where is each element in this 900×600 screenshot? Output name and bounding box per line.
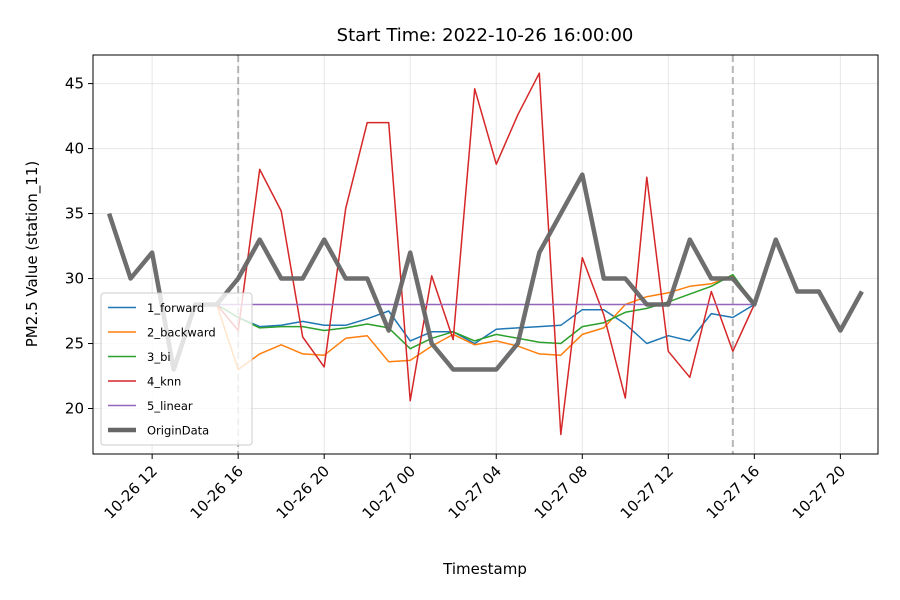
y-tick-label: 35 bbox=[65, 205, 84, 223]
legend-label: 2_backward bbox=[147, 326, 216, 340]
series-line-4-knn bbox=[216, 72, 755, 436]
x-tick-label: 10-27 00 bbox=[359, 462, 419, 522]
reference-lines bbox=[237, 55, 734, 454]
y-tick-label: 30 bbox=[65, 270, 84, 288]
y-tick-label: 20 bbox=[65, 400, 84, 418]
legend-label: 5_linear bbox=[147, 399, 193, 413]
y-tick-label: 45 bbox=[65, 75, 84, 93]
x-tick-label: 10-27 20 bbox=[789, 462, 849, 522]
x-tick-label: 10-27 12 bbox=[617, 462, 677, 522]
x-tick-label: 10-26 16 bbox=[187, 462, 247, 522]
plot-frame bbox=[92, 54, 879, 455]
legend-label: OriginData bbox=[147, 424, 209, 438]
legend: 1_forward 2_backward 3_bi 4_knn 5_linear Orig… bbox=[100, 292, 253, 446]
legend-label: 1_forward bbox=[147, 301, 204, 315]
legend-label: 4_knn bbox=[147, 375, 181, 389]
y-tick-label: 25 bbox=[65, 335, 84, 353]
x-axis-label: Timestamp bbox=[442, 560, 527, 578]
y-axis-label: PM2.5 Value (station_11) bbox=[23, 161, 42, 347]
y-tick-label: 40 bbox=[65, 140, 84, 158]
series-line-1-forward bbox=[216, 303, 755, 345]
series-line-2-backward bbox=[215, 275, 755, 371]
x-tick-label: 10-27 08 bbox=[531, 462, 591, 522]
x-tick-label: 10-26 20 bbox=[273, 462, 333, 522]
x-tick-label: 10-26 12 bbox=[101, 462, 161, 522]
legend-box bbox=[100, 292, 253, 446]
series-line-origindata bbox=[106, 172, 864, 372]
series-lines bbox=[106, 72, 864, 436]
x-tick-label: 10-27 16 bbox=[703, 462, 763, 522]
x-tick-label: 10-27 04 bbox=[445, 462, 505, 522]
legend-label: 3_bi bbox=[147, 350, 171, 364]
chart-title: Start Time: 2022-10-26 16:00:00 bbox=[337, 25, 634, 46]
